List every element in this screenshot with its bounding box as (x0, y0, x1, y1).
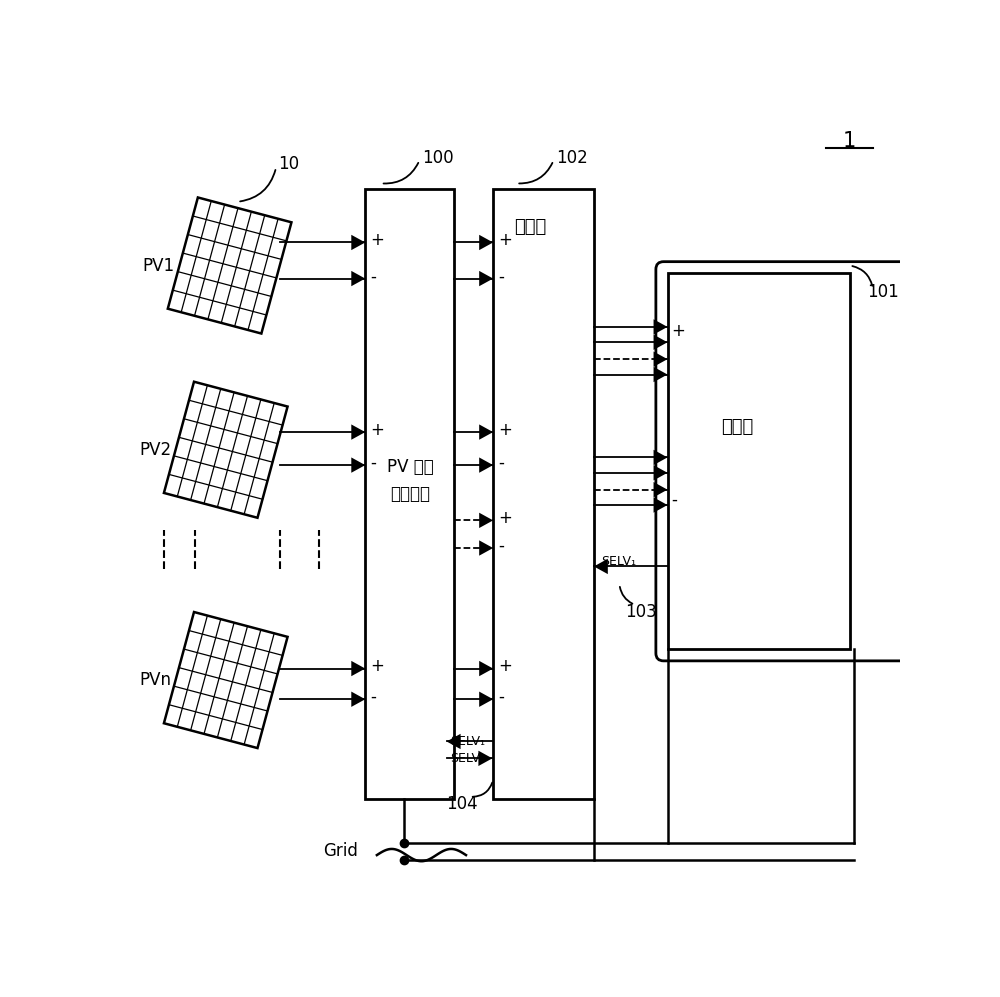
Polygon shape (351, 425, 365, 440)
Text: 100: 100 (422, 149, 453, 167)
Bar (493, 188, 594, 799)
Text: -: - (498, 688, 504, 706)
Polygon shape (479, 425, 493, 440)
Text: 1: 1 (843, 132, 856, 152)
Polygon shape (478, 751, 492, 766)
Polygon shape (164, 382, 288, 517)
Text: 102: 102 (556, 149, 588, 167)
Text: Grid: Grid (323, 842, 358, 860)
Polygon shape (654, 367, 668, 382)
Polygon shape (168, 197, 291, 334)
Polygon shape (594, 558, 608, 574)
Text: -: - (371, 688, 377, 706)
Polygon shape (479, 661, 493, 676)
Text: 逆变器: 逆变器 (721, 418, 753, 436)
Text: +: + (498, 509, 512, 527)
Bar (668, 273, 850, 649)
Polygon shape (164, 612, 288, 748)
Polygon shape (479, 540, 493, 555)
Text: 104: 104 (447, 796, 478, 814)
Polygon shape (351, 661, 365, 676)
Text: PVn: PVn (139, 671, 171, 689)
Text: +: + (671, 322, 685, 340)
Polygon shape (479, 692, 493, 707)
Bar (365, 188, 454, 799)
Polygon shape (479, 512, 493, 528)
Text: PV2: PV2 (139, 441, 171, 459)
Text: -: - (498, 454, 504, 472)
Polygon shape (654, 465, 668, 481)
Polygon shape (479, 458, 493, 473)
Text: -: - (371, 454, 377, 472)
Text: +: + (371, 421, 385, 439)
Text: 接线盒: 接线盒 (514, 218, 546, 236)
Text: +: + (498, 231, 512, 249)
Polygon shape (654, 352, 668, 367)
Text: SELV₁: SELV₁ (602, 554, 637, 567)
Text: PV 快速
关断装置: PV 快速 关断装置 (387, 459, 434, 502)
Polygon shape (351, 458, 365, 473)
Text: -: - (371, 267, 377, 285)
Text: +: + (498, 657, 512, 675)
Polygon shape (351, 271, 365, 286)
FancyBboxPatch shape (656, 261, 1000, 661)
Polygon shape (654, 498, 668, 512)
Polygon shape (654, 319, 668, 335)
Text: 103: 103 (625, 603, 657, 621)
Text: -: - (671, 491, 677, 508)
Text: -: - (498, 267, 504, 285)
Polygon shape (654, 482, 668, 498)
Polygon shape (654, 335, 668, 350)
Polygon shape (479, 271, 493, 286)
Text: 10: 10 (278, 156, 300, 173)
Text: PV1: PV1 (142, 256, 174, 274)
Text: 101: 101 (867, 283, 898, 301)
Text: SELV₂: SELV₂ (450, 752, 486, 765)
Text: +: + (498, 421, 512, 439)
Polygon shape (447, 734, 461, 749)
Text: -: - (498, 536, 504, 554)
Text: +: + (371, 231, 385, 249)
Polygon shape (351, 235, 365, 250)
Polygon shape (654, 450, 668, 465)
Text: +: + (371, 657, 385, 675)
Polygon shape (351, 692, 365, 707)
Text: SELV₁: SELV₁ (450, 735, 486, 748)
Polygon shape (479, 235, 493, 250)
